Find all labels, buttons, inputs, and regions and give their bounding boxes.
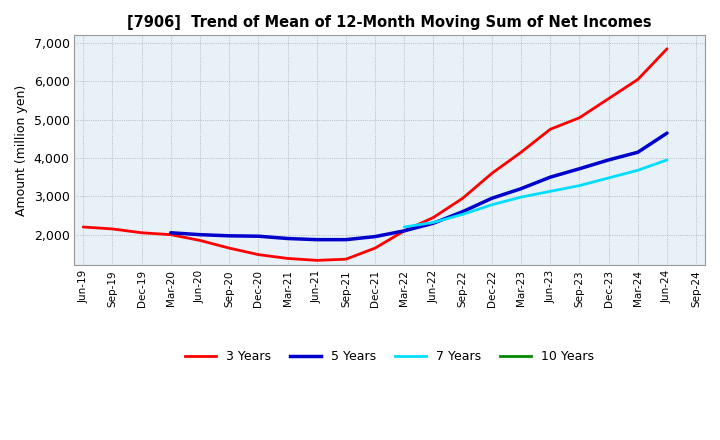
5 Years <box>546 175 554 180</box>
Title: [7906]  Trend of Mean of 12-Month Moving Sum of Net Incomes: [7906] Trend of Mean of 12-Month Moving … <box>127 15 652 30</box>
5 Years <box>429 220 438 226</box>
7 Years <box>400 224 409 230</box>
3 Years <box>225 246 233 251</box>
3 Years <box>546 127 554 132</box>
3 Years <box>254 252 263 257</box>
5 Years <box>341 237 350 242</box>
7 Years <box>487 202 496 207</box>
5 Years <box>196 232 204 237</box>
7 Years <box>604 175 613 180</box>
5 Years <box>400 228 409 234</box>
3 Years <box>196 238 204 243</box>
5 Years <box>517 186 526 191</box>
7 Years <box>634 168 642 173</box>
3 Years <box>517 150 526 155</box>
3 Years <box>575 115 584 121</box>
3 Years <box>166 232 175 237</box>
3 Years <box>79 224 88 230</box>
5 Years <box>604 157 613 162</box>
3 Years <box>487 171 496 176</box>
5 Years <box>312 237 321 242</box>
3 Years <box>108 226 117 231</box>
3 Years <box>634 77 642 82</box>
Legend: 3 Years, 5 Years, 7 Years, 10 Years: 3 Years, 5 Years, 7 Years, 10 Years <box>180 345 600 368</box>
5 Years <box>283 236 292 241</box>
3 Years <box>283 256 292 261</box>
7 Years <box>546 189 554 194</box>
7 Years <box>429 220 438 225</box>
5 Years <box>634 150 642 155</box>
7 Years <box>459 212 467 217</box>
3 Years <box>459 196 467 201</box>
7 Years <box>517 194 526 200</box>
5 Years <box>166 230 175 235</box>
5 Years <box>225 233 233 238</box>
3 Years <box>341 257 350 262</box>
5 Years <box>662 130 671 136</box>
7 Years <box>575 183 584 188</box>
5 Years <box>575 166 584 171</box>
Line: 3 Years: 3 Years <box>84 49 667 260</box>
3 Years <box>429 215 438 220</box>
3 Years <box>312 258 321 263</box>
5 Years <box>371 234 379 239</box>
Line: 5 Years: 5 Years <box>171 133 667 240</box>
3 Years <box>604 96 613 101</box>
5 Years <box>487 196 496 201</box>
5 Years <box>254 234 263 239</box>
Line: 7 Years: 7 Years <box>405 160 667 227</box>
3 Years <box>662 46 671 51</box>
7 Years <box>662 157 671 162</box>
5 Years <box>459 209 467 214</box>
Y-axis label: Amount (million yen): Amount (million yen) <box>15 85 28 216</box>
3 Years <box>371 246 379 251</box>
3 Years <box>400 228 409 234</box>
3 Years <box>138 230 146 235</box>
